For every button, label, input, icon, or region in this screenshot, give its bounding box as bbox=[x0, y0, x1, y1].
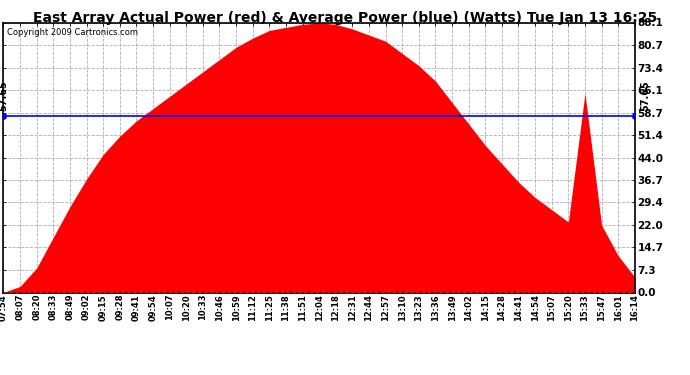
Text: 57.65: 57.65 bbox=[640, 81, 650, 111]
Text: Copyright 2009 Cartronics.com: Copyright 2009 Cartronics.com bbox=[7, 28, 137, 37]
Text: East Array Actual Power (red) & Average Power (blue) (Watts) Tue Jan 13 16:25: East Array Actual Power (red) & Average … bbox=[33, 11, 657, 25]
Text: 57.65: 57.65 bbox=[0, 81, 8, 111]
